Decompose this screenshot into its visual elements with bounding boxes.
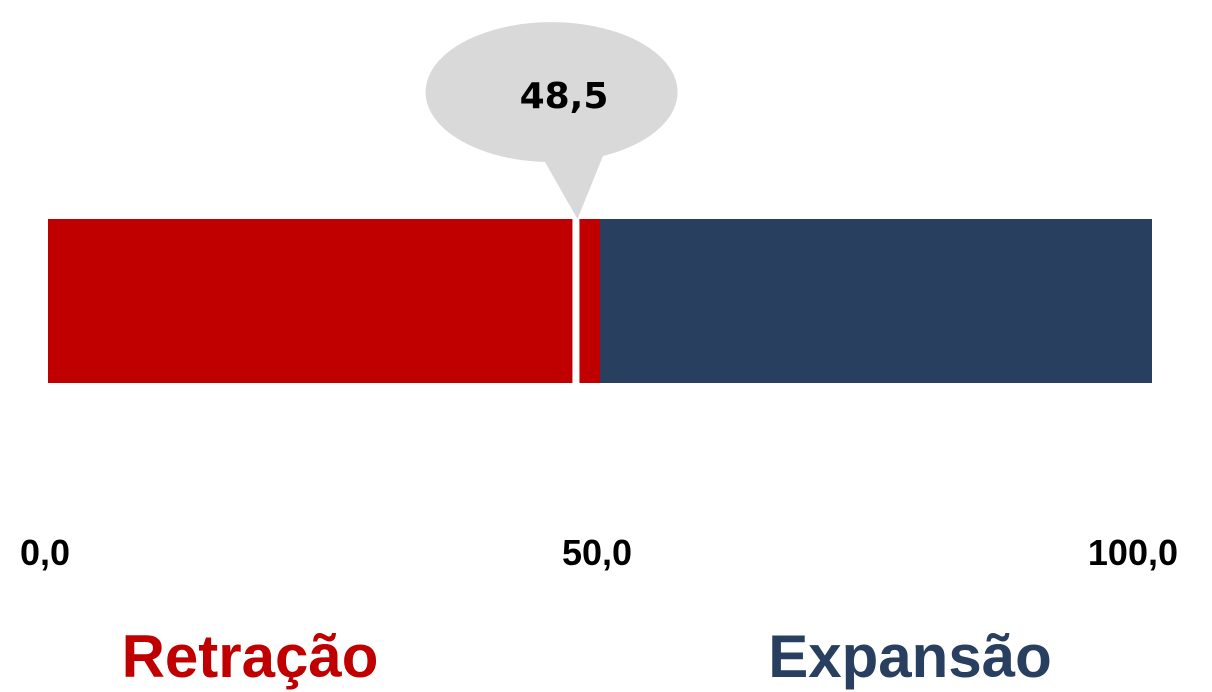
tick-label-min: 0,0 (20, 532, 70, 573)
value-marker (572, 219, 580, 383)
zone-bar-expansao (600, 219, 1152, 383)
tick-label-mid: 50,0 (562, 532, 632, 573)
value-callout-label: 48,5 (520, 76, 609, 117)
zone-label-expansao: Expansão (768, 623, 1051, 690)
zone-label-retracao: Retração (122, 623, 379, 690)
zone-bar-retracao (48, 219, 600, 383)
value-callout-bubble (425, 22, 678, 219)
tick-label-max: 100,0 (1088, 532, 1178, 573)
